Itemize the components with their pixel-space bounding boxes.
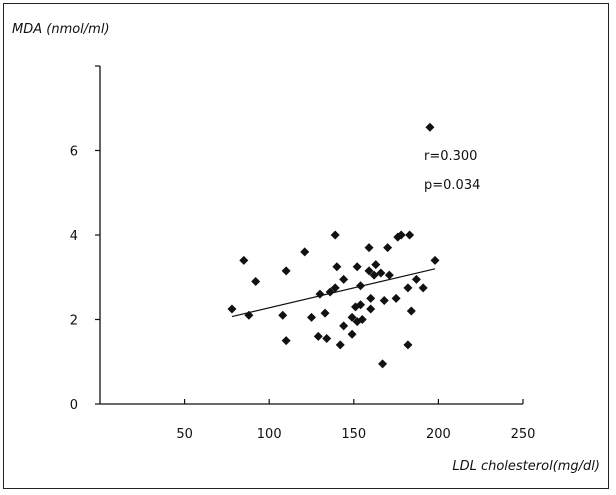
- data-point: [335, 340, 345, 350]
- data-point: [239, 255, 249, 265]
- data-point: [425, 122, 435, 132]
- data-point: [347, 329, 357, 339]
- data-point: [356, 281, 366, 291]
- data-point: [411, 274, 421, 284]
- data-point: [315, 289, 325, 299]
- x-tick-label: 150: [341, 427, 366, 442]
- ticks: 0 2 4 6 50 100 150 200 250: [70, 65, 536, 442]
- p-value-label: p=0.034: [424, 178, 480, 193]
- data-point: [396, 230, 406, 240]
- axes: [99, 66, 523, 405]
- data-point: [406, 306, 416, 316]
- correlation-r-label: r=0.300: [424, 149, 477, 164]
- x-axis-label: LDL cholesterol(mg/dl): [452, 459, 600, 474]
- data-point: [364, 243, 374, 253]
- data-point: [430, 255, 440, 265]
- data-point: [325, 287, 335, 297]
- data-point: [371, 260, 381, 270]
- data-point: [322, 334, 332, 344]
- data-point: [384, 270, 394, 280]
- y-tick-label: 0: [70, 398, 78, 413]
- data-point: [383, 243, 393, 253]
- x-tick-label: 250: [511, 427, 536, 442]
- data-point: [405, 230, 415, 240]
- data-point: [307, 312, 316, 322]
- data-point: [313, 331, 323, 341]
- data-point: [366, 304, 376, 314]
- data-points: [227, 122, 440, 369]
- data-point: [320, 308, 330, 318]
- data-point: [357, 315, 367, 324]
- data-point: [403, 340, 413, 350]
- data-point: [339, 274, 349, 284]
- data-point: [281, 336, 291, 346]
- data-point: [369, 270, 379, 280]
- data-point: [278, 310, 288, 320]
- y-tick-label: 2: [70, 314, 78, 329]
- chart-frame: [3, 3, 609, 489]
- data-point: [251, 276, 261, 286]
- x-tick-label: 50: [176, 427, 193, 442]
- data-point: [364, 266, 374, 276]
- data-point: [300, 247, 310, 257]
- data-point: [378, 359, 388, 369]
- y-tick-label: 4: [70, 229, 78, 244]
- data-point: [347, 312, 357, 322]
- data-point: [352, 262, 362, 272]
- data-point: [379, 295, 389, 305]
- data-point: [330, 283, 340, 293]
- data-point: [418, 283, 428, 293]
- data-point: [330, 230, 340, 240]
- x-tick-label: 100: [257, 427, 282, 442]
- x-tick-label: 200: [426, 427, 451, 442]
- data-point: [391, 293, 401, 303]
- data-point: [366, 293, 376, 303]
- y-axis-label: MDA (nmol/ml): [12, 22, 110, 37]
- data-point: [227, 304, 237, 314]
- data-point: [332, 262, 342, 272]
- y-tick-label: 6: [70, 145, 78, 160]
- data-point: [356, 300, 366, 310]
- data-point: [244, 310, 254, 320]
- data-point: [376, 268, 386, 278]
- data-point: [281, 266, 291, 276]
- data-point: [403, 283, 413, 293]
- data-point: [339, 321, 349, 331]
